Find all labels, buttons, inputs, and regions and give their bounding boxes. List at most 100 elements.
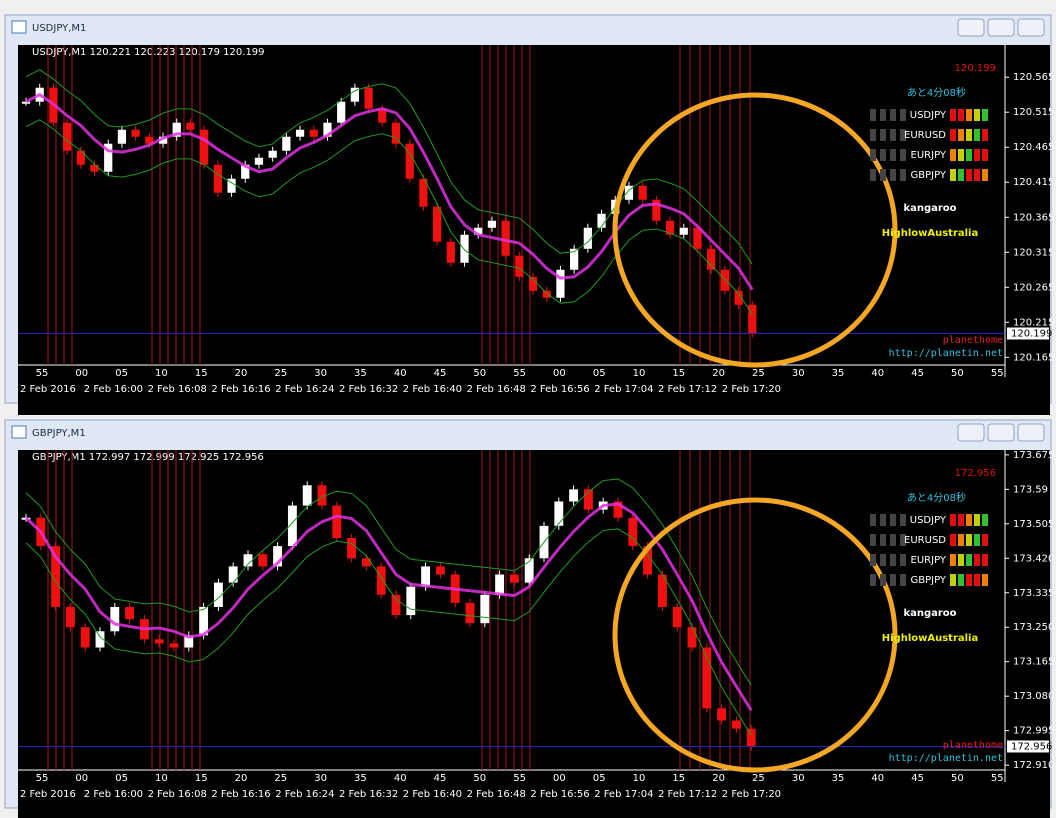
strength-bar <box>974 514 980 526</box>
minute-label: 20 <box>235 368 248 379</box>
minute-label: 15 <box>672 368 685 379</box>
y-tick-label: 172.910 <box>1013 760 1054 771</box>
minimize-button[interactable] <box>957 423 985 442</box>
highlight-circle <box>612 92 898 368</box>
candle-body <box>213 164 222 193</box>
candle-body <box>391 594 401 616</box>
strength-bar <box>890 534 896 546</box>
pair-label: EURJPY <box>911 150 947 161</box>
y-tick-label: 173.505 <box>1013 519 1054 530</box>
minute-label: 45 <box>434 773 447 784</box>
candle-body <box>376 566 386 595</box>
candle-body <box>583 227 592 249</box>
pair-label: USDJPY <box>910 110 947 121</box>
moving-average <box>25 92 754 291</box>
candle-body <box>748 304 757 334</box>
strength-bar <box>900 554 906 566</box>
strength-bar <box>974 129 980 141</box>
minute-label: 35 <box>832 368 845 379</box>
time-label: 2 Feb 16:08 <box>148 384 207 395</box>
band-lower <box>25 528 752 736</box>
time-label: 2 Feb 16:56 <box>530 789 589 800</box>
candle-body <box>317 485 327 506</box>
strength-bar <box>900 149 906 161</box>
strength-bar <box>982 574 988 586</box>
strength-bar <box>958 574 964 586</box>
y-tick-label: 120.515 <box>1013 107 1054 118</box>
strength-bar <box>950 514 956 526</box>
y-tick-label: 173.165 <box>1013 657 1054 668</box>
minute-label: 55 <box>991 773 1004 784</box>
minimize-button[interactable] <box>957 18 985 37</box>
candle-body <box>337 101 346 123</box>
close-button[interactable] <box>1017 18 1045 37</box>
plot-area <box>18 450 1050 818</box>
strength-bar <box>900 534 906 546</box>
candle-body <box>556 269 565 298</box>
minute-label: 20 <box>712 368 725 379</box>
candle-body <box>125 606 135 620</box>
candle-body <box>613 501 623 518</box>
candle-body <box>446 241 455 263</box>
candle-body <box>707 248 716 270</box>
maximize-button[interactable] <box>987 18 1015 37</box>
moving-average <box>24 502 753 712</box>
candle-body <box>378 108 387 123</box>
candle-body <box>287 505 297 547</box>
strength-bar <box>890 149 896 161</box>
watermark: planethome <box>943 335 1003 346</box>
candle-body <box>90 164 99 172</box>
minute-label: 15 <box>195 368 208 379</box>
strength-bar <box>982 149 988 161</box>
minute-label: 25 <box>274 773 287 784</box>
highlight-circle <box>612 497 898 773</box>
time-label: 2 Feb 17:12 <box>658 384 717 395</box>
strength-bar <box>966 109 972 121</box>
y-tick-label: 173.675 <box>1013 450 1054 461</box>
time-label: 2 Feb 16:08 <box>148 789 207 800</box>
minute-label: 25 <box>752 773 765 784</box>
minute-label: 50 <box>473 368 486 379</box>
candle-body <box>720 269 729 291</box>
strength-bar <box>870 149 876 161</box>
minute-label: 05 <box>115 368 128 379</box>
y-tick-label: 120.415 <box>1013 177 1054 188</box>
strength-bar <box>890 169 896 181</box>
strength-bar <box>950 129 956 141</box>
strength-bar <box>966 149 972 161</box>
strength-bar <box>870 129 876 141</box>
strength-bar <box>966 514 972 526</box>
candle-body <box>200 129 209 165</box>
strength-bar <box>870 514 876 526</box>
candle-body <box>227 178 236 193</box>
strength-bar <box>950 109 956 121</box>
minute-label: 40 <box>394 368 407 379</box>
candle-body <box>717 708 727 721</box>
strength-bar <box>966 534 972 546</box>
candle-body <box>702 647 712 709</box>
candle-body <box>487 220 497 228</box>
minute-label: 40 <box>871 368 884 379</box>
pair-label: USDJPY <box>910 515 947 526</box>
watermark: planethome <box>943 740 1003 751</box>
title-icon <box>11 425 27 439</box>
candle-body <box>302 485 312 506</box>
url: http://planetin.net <box>889 348 1003 359</box>
minute-label: 35 <box>354 368 367 379</box>
candle-body <box>509 574 519 583</box>
close-button[interactable] <box>1017 423 1045 442</box>
candle-body <box>361 558 371 567</box>
strength-bar <box>870 554 876 566</box>
candle-body <box>474 227 483 235</box>
brand: kangaroo <box>903 203 956 214</box>
strength-bar <box>966 554 972 566</box>
pair-label: EURUSD <box>904 130 946 141</box>
brand: kangaroo <box>903 608 956 619</box>
maximize-button[interactable] <box>987 423 1015 442</box>
time-label: 2 Feb 16:16 <box>211 789 270 800</box>
minute-label: 55 <box>36 773 49 784</box>
candle-body <box>268 150 277 158</box>
strength-bar <box>900 574 906 586</box>
strength-bar <box>880 554 886 566</box>
strength-bar <box>982 109 988 121</box>
